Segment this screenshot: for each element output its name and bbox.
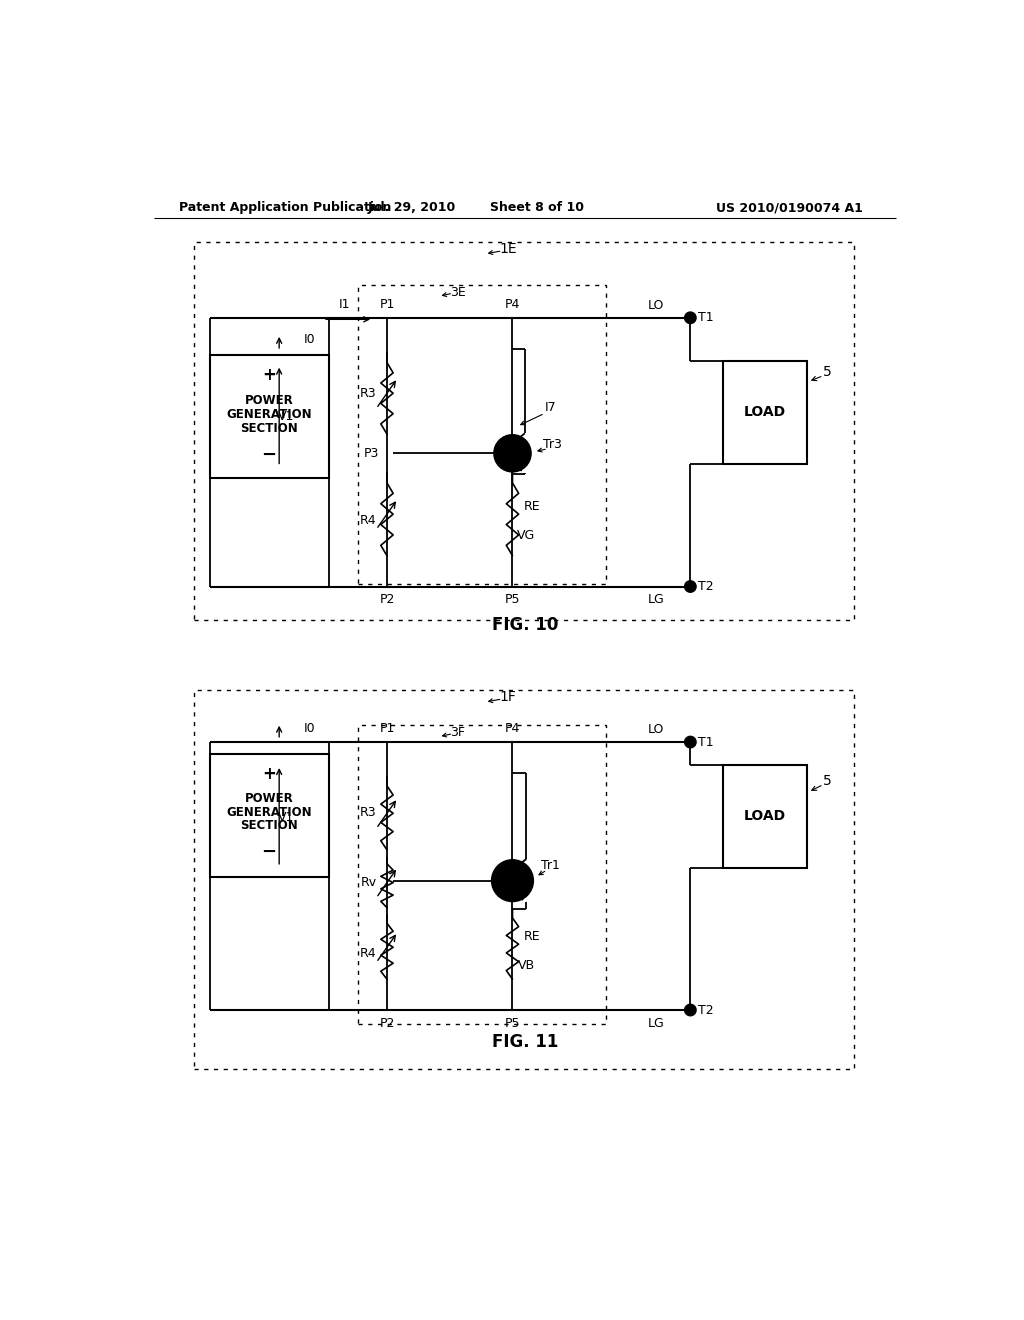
Text: FIG. 10: FIG. 10	[492, 616, 558, 634]
Text: P1: P1	[379, 298, 394, 312]
Text: P4: P4	[505, 298, 520, 312]
Text: LOAD: LOAD	[744, 405, 786, 420]
Circle shape	[492, 859, 534, 902]
Text: Tr3: Tr3	[543, 437, 562, 450]
Text: R3: R3	[360, 387, 377, 400]
Bar	[194, 689, 854, 1069]
Text: SECTION: SECTION	[241, 422, 298, 436]
Circle shape	[685, 313, 695, 323]
Text: P1: P1	[379, 722, 394, 735]
Text: LO: LO	[647, 298, 664, 312]
Text: Tr1: Tr1	[541, 859, 560, 871]
Text: FIG. 11: FIG. 11	[492, 1034, 558, 1051]
Text: LG: LG	[647, 1016, 665, 1030]
Bar	[194, 242, 854, 620]
Text: I0: I0	[303, 333, 315, 346]
Text: Sheet 8 of 10: Sheet 8 of 10	[490, 201, 584, 214]
Bar	[724, 766, 807, 867]
Text: +: +	[262, 366, 276, 384]
Text: LOAD: LOAD	[744, 809, 786, 822]
Text: P2: P2	[379, 1016, 394, 1030]
Text: P5: P5	[505, 1016, 520, 1030]
Text: SECTION: SECTION	[241, 820, 298, 833]
Text: V1: V1	[278, 810, 294, 824]
Circle shape	[685, 1005, 695, 1015]
Text: RE: RE	[523, 500, 540, 513]
Text: T2: T2	[698, 579, 714, 593]
Text: T1: T1	[698, 735, 714, 748]
Text: 3E: 3E	[450, 286, 466, 298]
Text: V1: V1	[278, 409, 294, 422]
Bar	[724, 360, 807, 465]
Bar	[210, 754, 330, 876]
Text: −: −	[261, 446, 276, 463]
Text: GENERATION: GENERATION	[226, 805, 312, 818]
Text: 5: 5	[823, 366, 831, 379]
Text: VG: VG	[517, 529, 536, 543]
Text: I1: I1	[339, 298, 350, 312]
Text: P3: P3	[364, 446, 379, 459]
Text: T1: T1	[698, 312, 714, 325]
Text: P5: P5	[505, 593, 520, 606]
Bar	[357, 725, 605, 1024]
Text: LO: LO	[647, 723, 664, 737]
Text: I7: I7	[545, 400, 557, 413]
Text: R4: R4	[360, 946, 377, 960]
Text: −: −	[261, 843, 276, 861]
Text: POWER: POWER	[245, 792, 294, 805]
Text: Patent Application Publication: Patent Application Publication	[179, 201, 391, 214]
Text: I0: I0	[303, 722, 315, 735]
Text: GENERATION: GENERATION	[226, 408, 312, 421]
Circle shape	[494, 434, 531, 471]
Bar	[357, 285, 605, 585]
Text: Rv: Rv	[360, 875, 377, 888]
Text: US 2010/0190074 A1: US 2010/0190074 A1	[716, 201, 862, 214]
Circle shape	[685, 581, 695, 591]
Text: R4: R4	[360, 513, 377, 527]
Text: 5: 5	[823, 774, 831, 788]
Circle shape	[685, 737, 695, 747]
Bar	[210, 355, 330, 478]
Text: LG: LG	[647, 593, 665, 606]
Text: 3F: 3F	[451, 726, 465, 739]
Text: 1E: 1E	[499, 243, 517, 256]
Text: VB: VB	[518, 958, 535, 972]
Text: 1F: 1F	[500, 690, 516, 705]
Text: R3: R3	[360, 807, 377, 820]
Text: P2: P2	[379, 593, 394, 606]
Text: +: +	[262, 764, 276, 783]
Text: RE: RE	[523, 929, 540, 942]
Text: Jul. 29, 2010: Jul. 29, 2010	[368, 201, 456, 214]
Text: POWER: POWER	[245, 395, 294, 408]
Text: P4: P4	[505, 722, 520, 735]
Text: T2: T2	[698, 1003, 714, 1016]
